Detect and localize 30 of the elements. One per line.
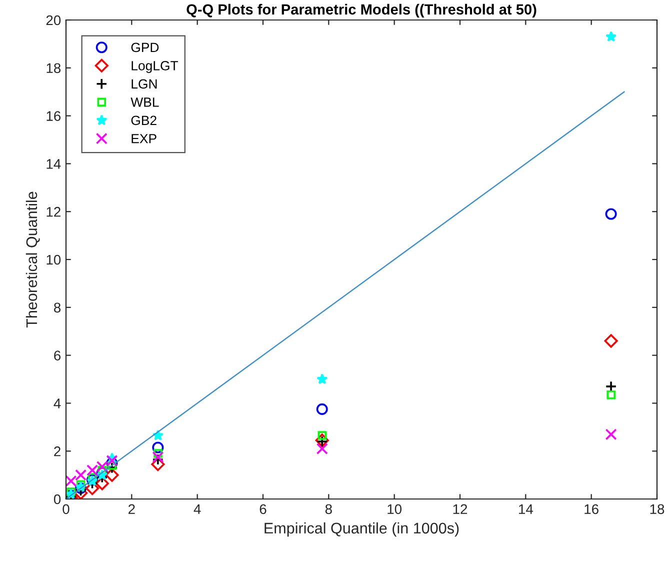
chart-title: Q-Q Plots for Parametric Models ((Threshold at 50)	[186, 4, 536, 18]
y-axis-title: Theoretical Quantile	[26, 192, 40, 328]
legend-label: EXP	[132, 134, 156, 144]
y-tick-label: 6	[54, 350, 61, 360]
legend-label: GB2	[131, 116, 156, 126]
x-tick-label: 0	[62, 504, 70, 514]
y-tick-label: 16	[46, 111, 61, 121]
y-tick-label: 8	[54, 302, 61, 313]
x-tick-label: 4	[194, 504, 201, 514]
x-tick-label: 16	[584, 504, 598, 514]
legend-label: LogLGT	[132, 61, 178, 73]
x-tick-label: 2	[128, 504, 135, 514]
x-tick-label: 12	[453, 504, 468, 514]
legend-label: LGN	[132, 79, 157, 89]
y-tick-label: 20	[46, 15, 61, 26]
legend-label: WBL	[130, 98, 159, 107]
x-tick-label: 6	[260, 504, 266, 514]
y-tick-label: 10	[46, 254, 61, 265]
y-tick-label: 4	[54, 398, 61, 408]
y-tick-label: 0	[54, 494, 61, 504]
x-tick-label: 10	[388, 504, 402, 514]
y-tick-label: 2	[54, 446, 60, 456]
y-tick-label: 18	[46, 63, 61, 74]
y-tick-label: 12	[46, 206, 60, 217]
legend-label: GPD	[131, 42, 159, 52]
x-axis-title: Empirical Quantile (in 1000s)	[264, 522, 459, 537]
y-tick-label: 14	[46, 159, 61, 169]
x-tick-label: 18	[650, 504, 664, 514]
x-tick-label: 8	[325, 504, 332, 514]
x-tick-label: 14	[519, 504, 533, 514]
